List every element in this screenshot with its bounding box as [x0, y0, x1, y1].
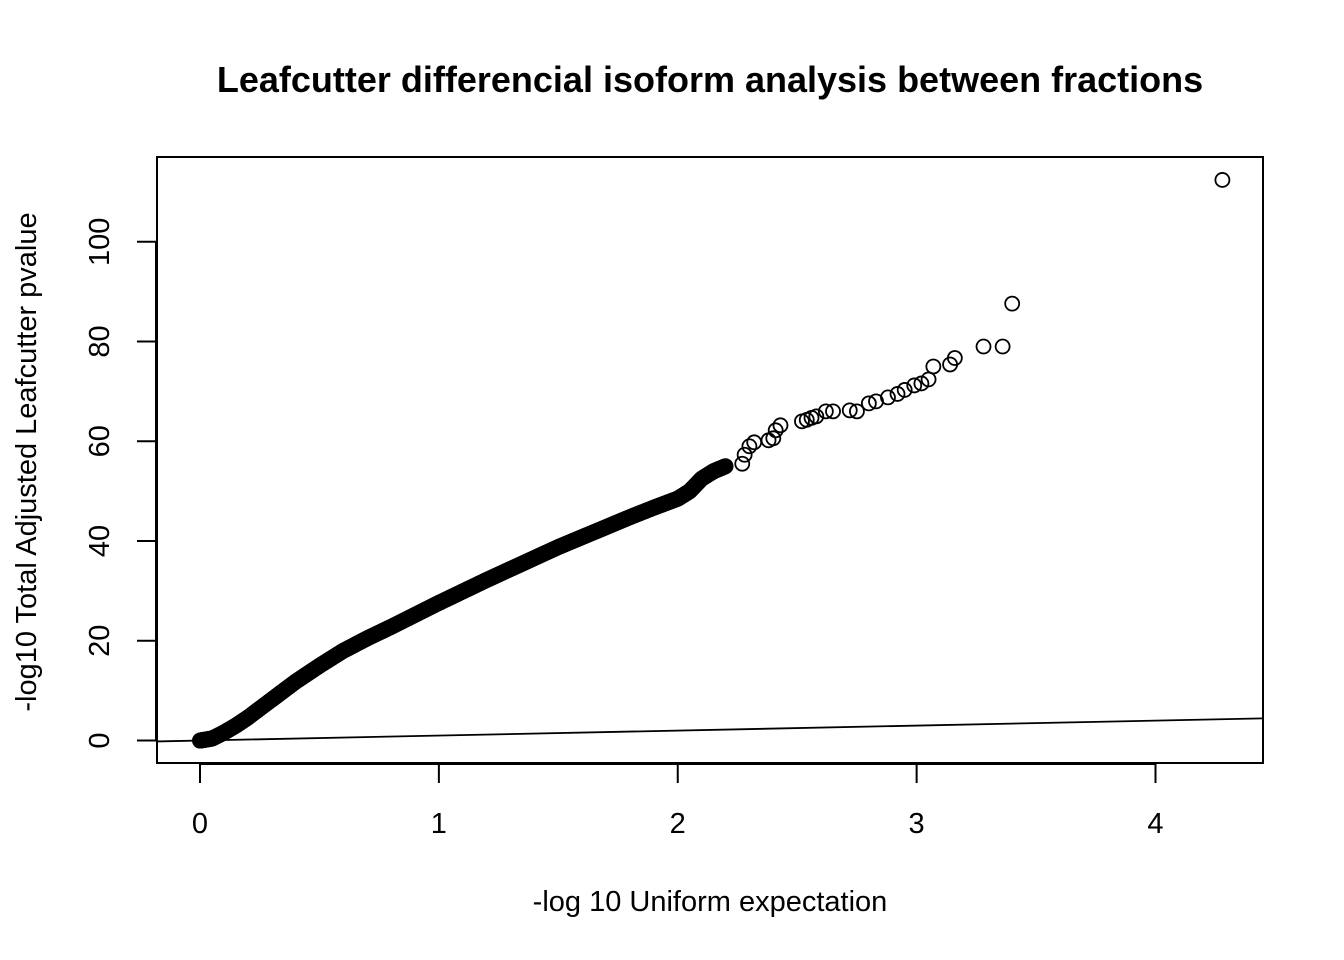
data-point — [946, 350, 963, 366]
data-point — [1004, 295, 1021, 312]
x-tick-label: 0 — [192, 808, 208, 840]
data-point — [849, 403, 865, 420]
data-point — [817, 403, 834, 420]
y-tick-label: 80 — [84, 325, 116, 357]
data-point — [975, 338, 992, 355]
x-tick-label: 1 — [431, 808, 447, 840]
data-point — [880, 389, 896, 406]
y-axis: 0 20 40 60 80 100 — [84, 218, 157, 749]
data-point — [765, 430, 782, 447]
points-layer — [734, 172, 1231, 472]
y-tick-label: 100 — [84, 218, 116, 266]
x-axis-label: -log 10 Uniform expectation — [533, 886, 888, 918]
y-axis-label: -log10 Total Adjusted Leafcutter pvalue — [11, 212, 43, 711]
data-point — [767, 422, 784, 439]
data-point — [734, 455, 751, 472]
reference-line-layer — [156, 717, 1264, 743]
data-point — [1214, 172, 1231, 188]
data-point — [906, 377, 923, 394]
data-point — [896, 382, 913, 398]
data-point — [860, 395, 877, 412]
data-point — [736, 446, 753, 463]
y-tick-label: 20 — [84, 625, 116, 657]
data-point — [772, 417, 789, 434]
x-tick-label: 2 — [670, 808, 686, 840]
chart-title: Leafcutter differencial isoform analysis… — [217, 59, 1203, 100]
data-point — [825, 403, 841, 420]
data-point — [717, 458, 734, 475]
y-tick-label: 0 — [84, 732, 116, 748]
y-tick-label: 40 — [84, 525, 116, 557]
data-point — [841, 402, 858, 419]
x-tick-label: 4 — [1147, 808, 1163, 840]
data-point — [741, 438, 758, 455]
data-point — [808, 408, 825, 425]
data-point — [994, 338, 1011, 355]
y-tick-label: 60 — [84, 425, 116, 457]
x-tick-label: 3 — [909, 808, 925, 840]
x-axis: 0 1 2 3 4 — [192, 763, 1164, 840]
dense-points-layer — [191, 458, 734, 749]
reference-line — [156, 717, 1264, 743]
data-point — [925, 358, 942, 375]
